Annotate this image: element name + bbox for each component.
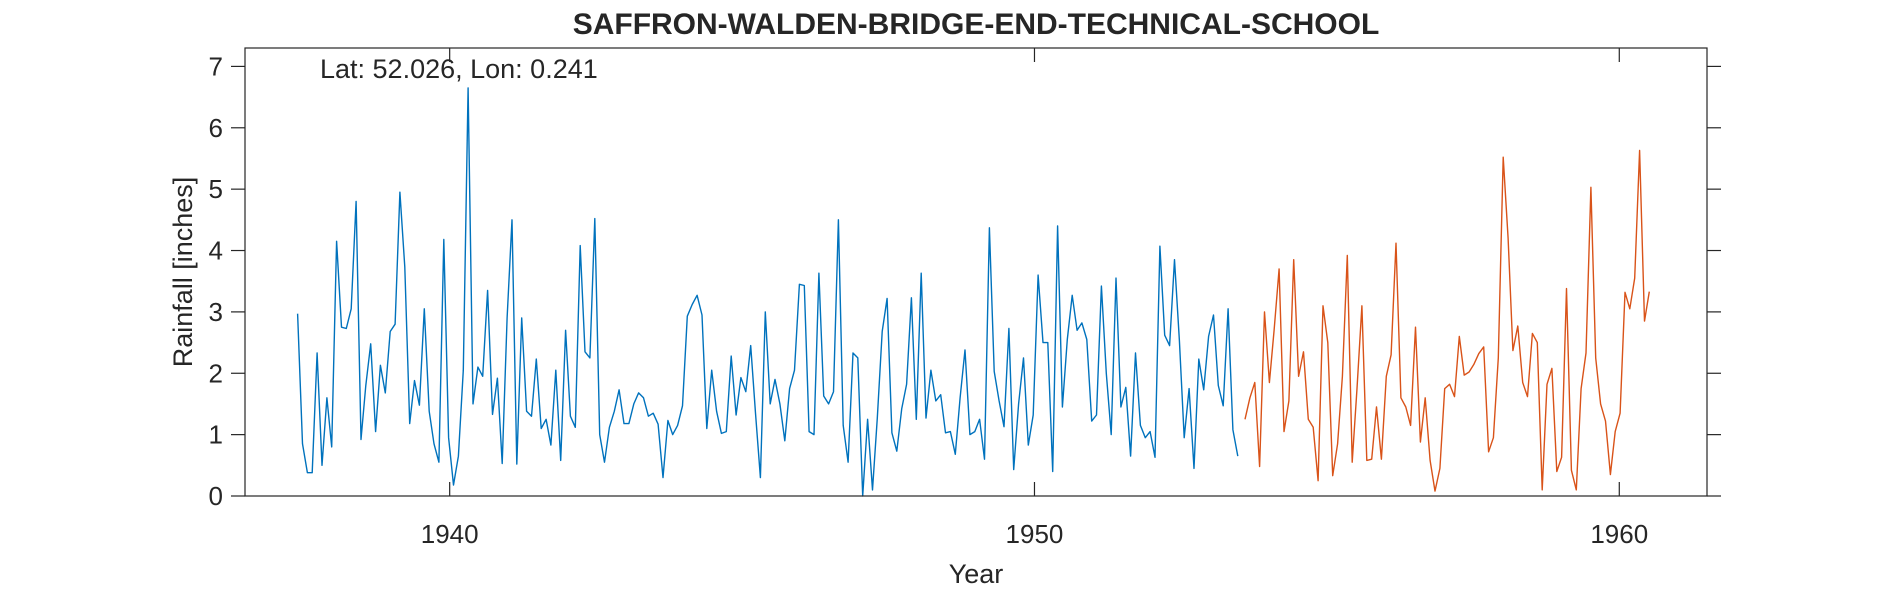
y-tick-label: 0 xyxy=(209,481,223,511)
y-tick-label: 2 xyxy=(209,358,223,388)
x-tick-label: 1960 xyxy=(1590,519,1648,549)
y-tick-label: 1 xyxy=(209,420,223,450)
y-tick-label: 3 xyxy=(209,297,223,327)
y-tick-label: 7 xyxy=(209,51,223,81)
series-1-line xyxy=(296,87,1239,497)
y-tick-label: 5 xyxy=(209,174,223,204)
tick-label-layer: 0 1 2 3 4 5 6 7 1940 1950 1960 xyxy=(209,51,1649,549)
y-axis-label: Rainfall [inches] xyxy=(168,177,198,368)
y-tick-label: 4 xyxy=(209,236,223,266)
chart-title: SAFFRON-WALDEN-BRIDGE-END-TECHNICAL-SCHO… xyxy=(573,8,1380,41)
station-annotation: Lat: 52.026, Lon: 0.241 xyxy=(320,54,598,84)
series-2-line xyxy=(1244,149,1650,492)
series-layer xyxy=(296,87,1650,497)
axes-layer xyxy=(231,47,1721,497)
y-tick-label: 6 xyxy=(209,113,223,143)
x-axis-label: Year xyxy=(949,559,1004,589)
x-tick-label: 1940 xyxy=(421,519,479,549)
x-tick-label: 1950 xyxy=(1006,519,1064,549)
plot-area xyxy=(245,48,1707,496)
axes-box xyxy=(244,47,1708,497)
